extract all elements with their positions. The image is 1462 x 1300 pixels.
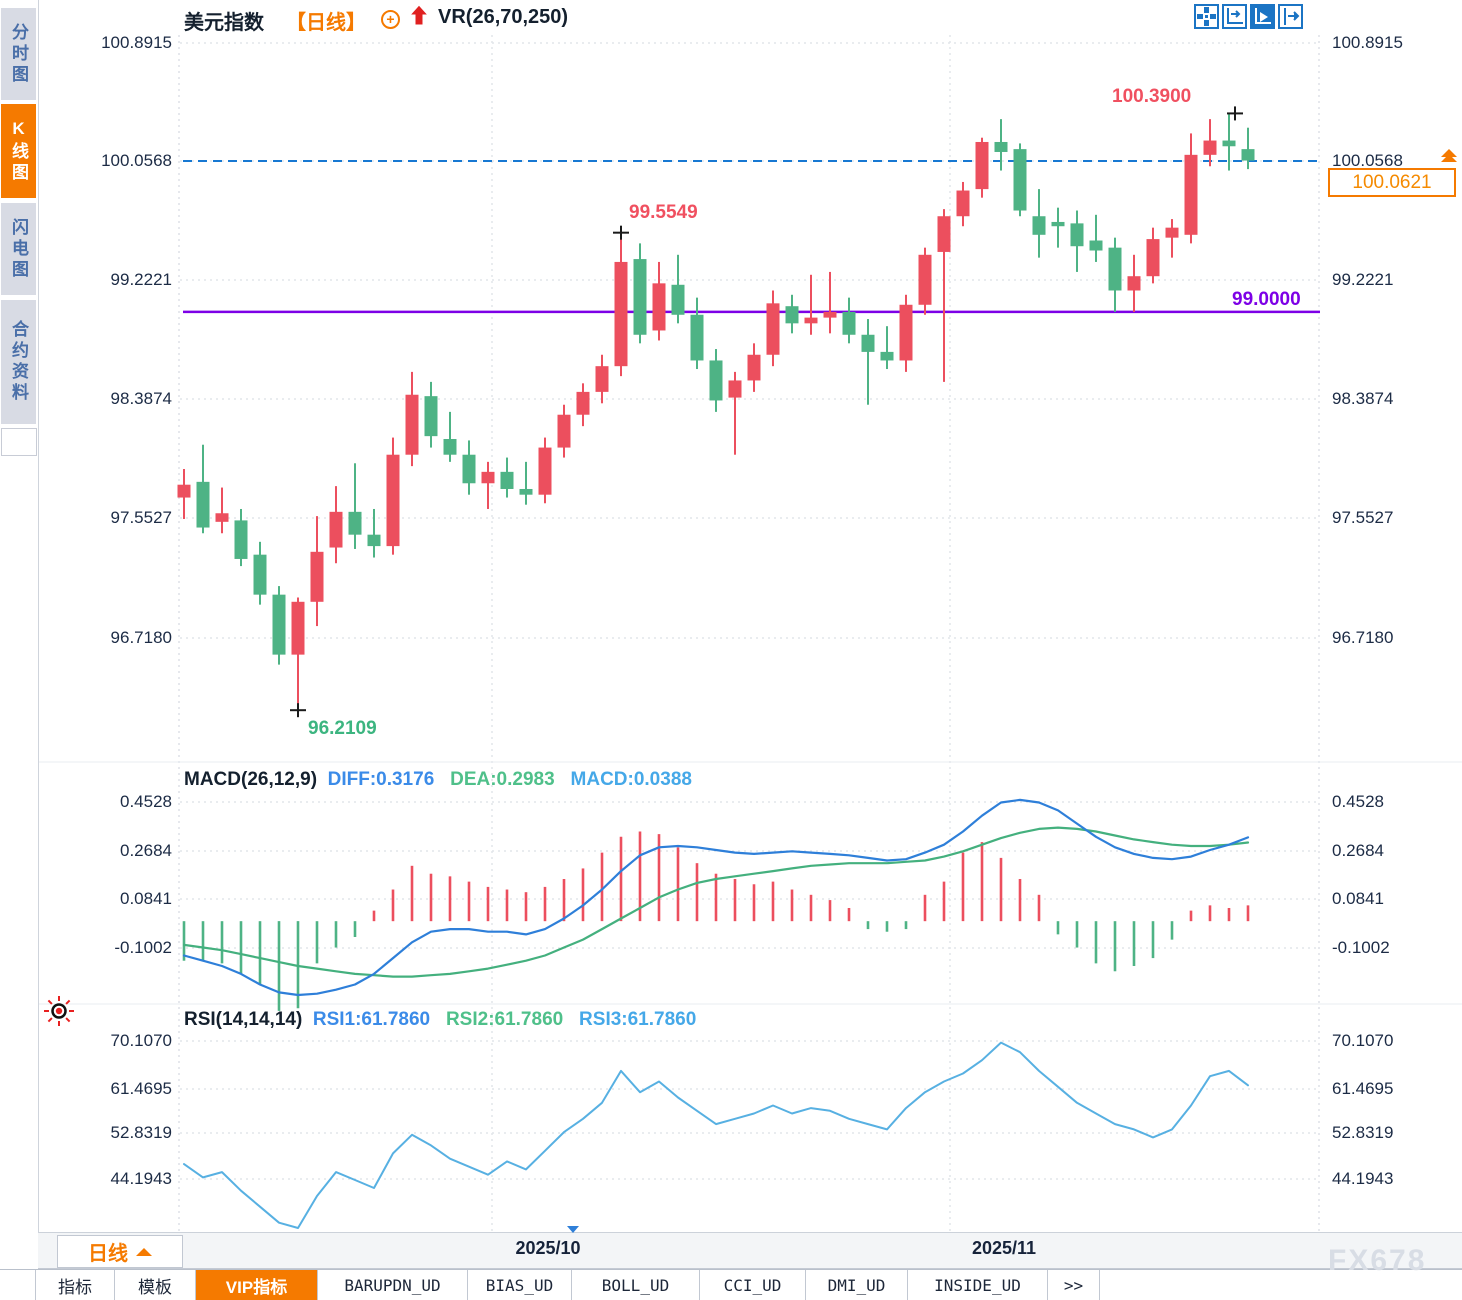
goto-latest-icon[interactable] (1278, 4, 1303, 29)
scale-axis-icon[interactable] (1222, 4, 1247, 29)
axis-tick-label: 0.0841 (120, 889, 172, 908)
macd-panel (182, 798, 1250, 1011)
macd-diff-value: DIFF:0.3176 (327, 769, 435, 790)
axis-tick-label: 97.5527 (1332, 508, 1394, 527)
axis-tick-label: 44.1943 (1332, 1169, 1394, 1188)
period-up-triangle-icon (136, 1247, 152, 1256)
swing-high-label: 99.5549 (629, 201, 698, 223)
sidebar-item-1[interactable]: 分时图 (1, 8, 36, 100)
collapse-panel-icon[interactable] (567, 1226, 579, 1233)
rsi3-value: RSI3:61.7860 (579, 1009, 697, 1030)
current-price-box: 100.0621 (1328, 168, 1456, 197)
axis-tick-label: 52.8319 (110, 1123, 172, 1142)
period-selector[interactable]: 日线 (57, 1235, 183, 1268)
macd-params: MACD(26,12,9) (184, 769, 318, 790)
axis-tick-label: -0.1002 (114, 938, 172, 957)
axis-tick-label: 100.8915 (1332, 33, 1403, 52)
tab-1[interactable]: 指标 (36, 1270, 115, 1300)
trend-up-arrow-icon (408, 4, 430, 26)
period-tag[interactable]: 【日线】 (286, 12, 366, 34)
indicator-tab-bar: 指标 模板 VIP指标 BARUPDN_UD BIAS_UD BOLL_UD CCI_UD D… (0, 1269, 1462, 1300)
tab-2[interactable]: 模板 (115, 1270, 196, 1300)
axis-tick-label: 100.0568 (101, 151, 172, 170)
sidebar-item-3[interactable]: 闪电图 (1, 203, 36, 295)
auto-scale-icon[interactable] (1250, 4, 1275, 29)
rsi1-value: RSI1:61.7860 (312, 1009, 431, 1030)
tab-bar-corner (0, 1270, 36, 1300)
add-indicator-icon[interactable]: + (381, 10, 400, 29)
tab-3[interactable]: VIP指标 (196, 1270, 318, 1300)
axis-tick-label: 98.3874 (110, 389, 172, 408)
axis-tick-label: 96.7180 (110, 628, 172, 647)
tab-5[interactable]: BIAS_UD (468, 1270, 572, 1300)
month-label: 2025/10 (515, 1238, 581, 1258)
axis-tick-label: 61.4695 (110, 1079, 172, 1098)
sidebar: 分时图 K线图闪电图合约资料 (0, 0, 39, 1300)
axis-tick-label: 97.5527 (110, 508, 172, 527)
rsi-params: RSI(14,14,14) (184, 1009, 303, 1030)
rsi-header: RSI(14,14,14) RSI1:61.7860 RSI2:61.7860 … (184, 1009, 696, 1031)
rsi-panel (183, 1041, 1249, 1229)
reference-lines (183, 160, 1320, 314)
vr-indicator-label: VR(26,70,250) (438, 6, 569, 28)
swing-markers (290, 106, 1243, 718)
swing-low-label: 96.2109 (308, 718, 377, 740)
symbol-title: 美元指数 (184, 12, 264, 34)
recent-high-label: 100.3900 (1112, 86, 1192, 108)
candlestick-series (177, 113, 1255, 711)
hline-price-label: 99.0000 (1232, 289, 1301, 310)
period-selector-label: 日线 (88, 1243, 128, 1265)
axis-tick-label: -0.1002 (1332, 938, 1390, 957)
axis-tick-label: 61.4695 (1332, 1079, 1394, 1098)
axis-tick-label: 0.2684 (120, 841, 172, 860)
axis-tick-label: 0.4528 (1332, 792, 1384, 811)
sidebar-item-4[interactable]: 合约资料 (1, 300, 36, 424)
macd-header: MACD(26,12,9) DIFF:0.3176 DEA:0.2983 MAC… (184, 769, 692, 791)
axis-tick-label: 96.7180 (1332, 628, 1394, 647)
gridlines (38, 35, 1462, 1233)
axis-tick-label: 70.1070 (110, 1031, 172, 1050)
date-axis-row: 日线 2025/10 2025/11 (38, 1233, 1462, 1269)
tab-4[interactable]: BARUPDN_UD (318, 1270, 468, 1300)
axis-tick-label: 0.2684 (1332, 841, 1384, 860)
rsi2-value: RSI2:61.7860 (445, 1009, 564, 1030)
axis-tick-label: 52.8319 (1332, 1123, 1394, 1142)
axis-tick-label: 100.0568 (1332, 151, 1403, 170)
tab-9[interactable]: INSIDE_UD (908, 1270, 1048, 1300)
axis-tick-label: 99.2221 (1332, 270, 1394, 289)
axis-tick-label: 70.1070 (1332, 1031, 1394, 1050)
tab-10[interactable]: >> (1048, 1270, 1100, 1300)
axis-tick-label: 100.8915 (101, 33, 172, 52)
axis-tick-label: 98.3874 (1332, 389, 1394, 408)
macd-dea-value: DEA:0.2983 (450, 769, 555, 790)
tab-8[interactable]: DMI_UD (806, 1270, 908, 1300)
axis-tick-label: 99.2221 (110, 270, 172, 289)
axis-tick-label: 44.1943 (110, 1169, 172, 1188)
sidebar-item-2[interactable]: K线图 (1, 104, 36, 198)
axis-tick-label: 0.4528 (120, 792, 172, 811)
pan-crosshair-icon[interactable] (1194, 4, 1219, 29)
sidebar-empty-box (1, 428, 37, 456)
axis-tick-label: 0.0841 (1332, 889, 1384, 908)
macd-macd-value: MACD:0.0388 (570, 769, 692, 790)
tab-7[interactable]: CCI_UD (700, 1270, 806, 1300)
tab-6[interactable]: BOLL_UD (572, 1270, 700, 1300)
hot-indicator-icon[interactable] (44, 996, 74, 1026)
watermark: FX678 (1328, 1244, 1427, 1277)
month-label: 2025/11 (971, 1238, 1037, 1258)
